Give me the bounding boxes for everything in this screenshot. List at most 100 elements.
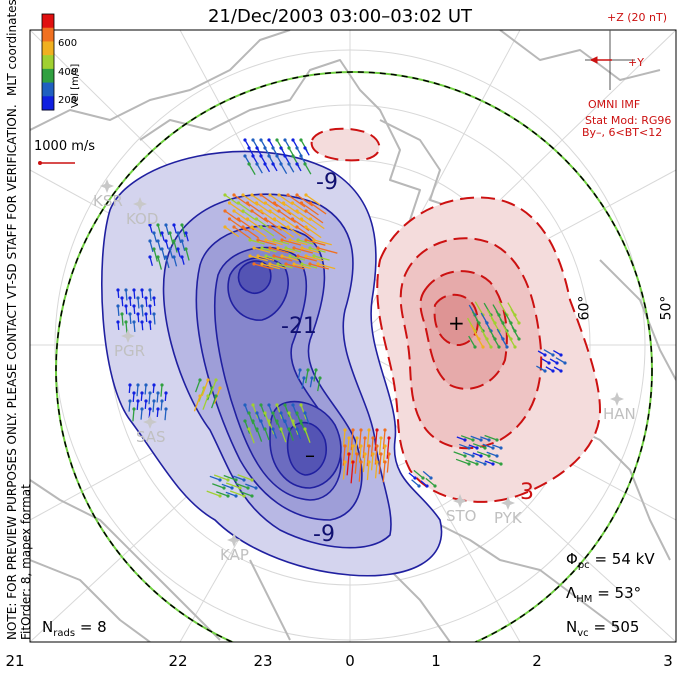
- phi-value: = 54 kV: [594, 550, 655, 568]
- colorbar-segment: [42, 55, 54, 70]
- velocity-vector: [132, 391, 136, 403]
- velocity-vector: [255, 146, 262, 156]
- velocity-vector: [223, 193, 239, 205]
- velocity-vector: [472, 452, 483, 458]
- maximum-marker: +: [448, 311, 465, 335]
- velocity-vector: [346, 436, 351, 457]
- velocity-vector: [279, 427, 287, 443]
- mlt-tick-label: 2: [532, 652, 542, 670]
- velocity-vector: [237, 474, 254, 482]
- velocity-vector: [491, 335, 501, 349]
- lambda-symbol: Λ: [566, 584, 577, 602]
- velocity-vector: [267, 419, 275, 435]
- velocity-vector: [225, 491, 238, 498]
- n-radars-subscript: rads: [53, 628, 76, 639]
- velocity-vector: [272, 254, 293, 262]
- velocity-vector: [346, 452, 351, 476]
- station-label: STO: [446, 507, 477, 525]
- velocity-vector: [213, 474, 230, 482]
- velocity-vector: [184, 247, 190, 261]
- mlt-tick-label: 1: [431, 652, 441, 670]
- velocity-vector: [296, 238, 314, 245]
- velocity-vector: [420, 480, 429, 488]
- velocity-vector: [358, 460, 363, 482]
- velocity-vector: [116, 320, 120, 331]
- velocity-vector: [543, 349, 555, 357]
- velocity-vector: [160, 231, 165, 241]
- velocity-vector: [236, 201, 252, 213]
- velocity-vector: [482, 443, 495, 450]
- velocity-vector: [152, 399, 156, 413]
- velocity-vector: [210, 378, 218, 395]
- velocity-vector: [160, 399, 164, 411]
- velocity-vector: [277, 193, 294, 206]
- station-sto: STO: [446, 494, 477, 525]
- station-label: KAP: [220, 546, 249, 564]
- velocity-vector: [194, 378, 202, 393]
- velocity-vector: [152, 312, 156, 325]
- imf-clock: [585, 30, 635, 90]
- velocity-vector: [411, 479, 421, 488]
- velocity-vector: [128, 399, 132, 412]
- station-label: PGR: [114, 342, 145, 360]
- velocity-vector: [144, 399, 148, 410]
- velocity-vector: [235, 482, 250, 490]
- velocity-vector: [555, 357, 567, 365]
- velocity-vector: [292, 262, 311, 270]
- velocity-vector: [295, 209, 312, 222]
- velocity-vector: [229, 490, 246, 498]
- velocity-vector: [250, 225, 267, 238]
- velocity-vector: [172, 239, 178, 253]
- velocity-vector: [350, 444, 355, 465]
- contour-label: -9: [313, 522, 335, 547]
- contour-label: 3: [520, 480, 534, 505]
- station-label: PYK: [494, 509, 523, 527]
- velocity-vector: [160, 247, 166, 261]
- velocity-vector: [210, 394, 218, 409]
- velocity-vector: [459, 443, 471, 450]
- velocity-vector: [286, 225, 302, 237]
- velocity-vector: [422, 470, 433, 480]
- velocity-vector: [225, 482, 242, 490]
- velocity-vector: [168, 231, 174, 245]
- velocity-vector: [510, 308, 521, 325]
- velocity-vector: [250, 193, 266, 205]
- velocity-vector: [304, 225, 322, 239]
- velocity-vector: [284, 262, 305, 270]
- velocity-vector: [239, 490, 254, 498]
- velocity-vector: [156, 407, 160, 418]
- velocity-vector: [152, 383, 156, 394]
- velocity-vector: [152, 231, 158, 243]
- velocity-vector: [309, 376, 314, 388]
- velocity-vector: [300, 246, 320, 254]
- velocity-vector: [164, 407, 168, 421]
- velocity-vector: [366, 460, 371, 481]
- velocity-vector: [386, 452, 391, 473]
- velocity-vector: [251, 403, 259, 419]
- velocity-vector: [295, 427, 302, 440]
- imf-source: OMNI IMF: [588, 98, 641, 111]
- imf-y-label: +Y: [628, 56, 644, 69]
- nvc-symbol: N: [566, 618, 578, 636]
- station-label: HAN: [603, 405, 636, 423]
- velocity-vector: [480, 436, 491, 442]
- colorbar-tick-label: 600: [58, 38, 78, 49]
- velocity-vector: [484, 434, 499, 442]
- velocity-vector: [160, 383, 164, 397]
- mlt-tick-label: 0: [345, 652, 355, 670]
- velocity-vector: [277, 209, 296, 224]
- velocity-vector: [140, 320, 144, 331]
- velocity-vector: [252, 246, 271, 253]
- velocity-vector: [116, 288, 120, 299]
- velocity-vector: [136, 383, 140, 397]
- velocity-vector: [232, 225, 252, 240]
- velocity-vector: [148, 239, 154, 253]
- velocity-vector: [223, 474, 238, 482]
- velocity-vector: [295, 225, 314, 240]
- velocity-vector: [312, 254, 330, 261]
- velocity-vector: [180, 255, 185, 265]
- velocity-vector: [216, 491, 230, 498]
- velocity-vector: [316, 246, 338, 254]
- velocity-vector: [366, 428, 371, 447]
- velocity-vector: [254, 217, 270, 229]
